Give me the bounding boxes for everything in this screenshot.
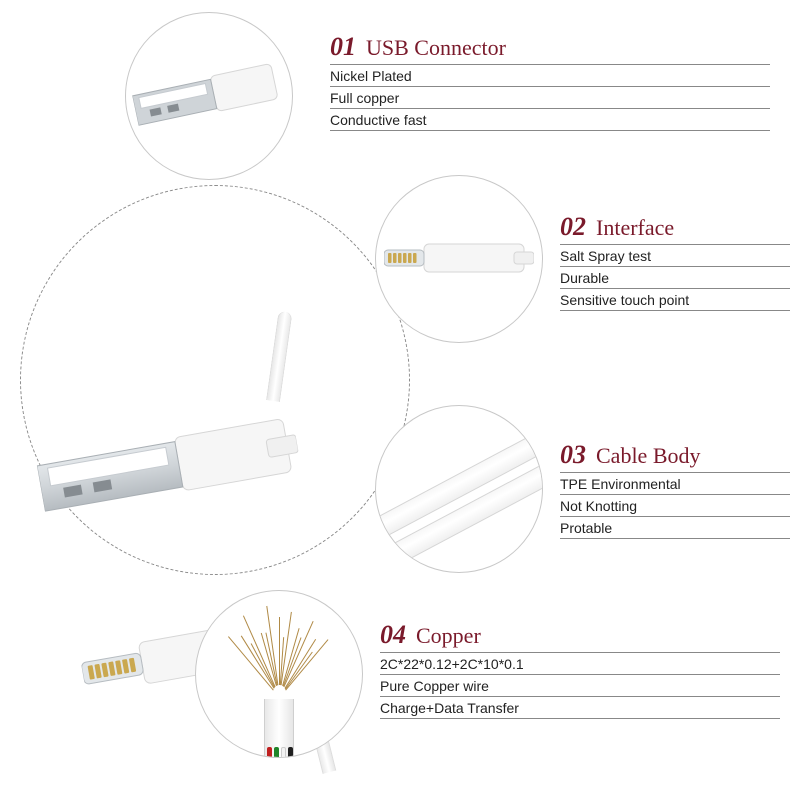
cable-jacket-icon: [264, 699, 294, 758]
feature-number: 03: [560, 440, 586, 469]
feature-block-04: 04 Copper 2C*22*0.12+2C*10*0.1 Pure Copp…: [380, 620, 780, 719]
feature-line: Salt Spray test: [560, 245, 790, 267]
feature-title: Interface: [590, 215, 674, 240]
feature-line: Pure Copper wire: [380, 675, 780, 697]
detail-circle-interface: [375, 175, 543, 343]
feature-line: Nickel Plated: [330, 65, 770, 87]
feature-line: Durable: [560, 267, 790, 289]
lightning-connector-icon: [384, 234, 534, 284]
copper-strand-icon: [285, 639, 328, 690]
inner-wire-icon: [288, 747, 293, 758]
copper-strand-icon: [243, 615, 276, 687]
feature-block-02: 02 Interface Salt Spray test Durable Sen…: [560, 212, 790, 311]
feature-line: 2C*22*0.12+2C*10*0.1: [380, 653, 780, 675]
feature-number: 01: [330, 32, 356, 61]
feature-line: Sensitive touch point: [560, 289, 790, 311]
feature-line: Conductive fast: [330, 109, 770, 131]
main-product-circle: [20, 185, 410, 575]
detail-circle-usb: [125, 12, 293, 180]
feature-title: Cable Body: [590, 443, 701, 468]
feature-title: USB Connector: [360, 35, 506, 60]
detail-circle-copper: [195, 590, 363, 758]
feature-number: 04: [380, 620, 406, 649]
usb-a-connector-icon: [128, 46, 289, 146]
feature-title: Copper: [410, 623, 481, 648]
inner-wire-icon: [267, 747, 272, 758]
usb-a-connector-large: [31, 389, 306, 542]
detail-circle-cable-body: [375, 405, 543, 573]
cable-segment: [266, 311, 292, 402]
feature-line: Protable: [560, 517, 790, 539]
feature-line: Charge+Data Transfer: [380, 697, 780, 719]
feature-block-01: 01 USB Connector Nickel Plated Full copp…: [330, 32, 770, 131]
inner-wire-icon: [281, 747, 286, 758]
inner-wire-icon: [274, 747, 279, 758]
feature-line: Full copper: [330, 87, 770, 109]
feature-number: 02: [560, 212, 586, 241]
feature-block-03: 03 Cable Body TPE Environmental Not Knot…: [560, 440, 790, 539]
feature-line: TPE Environmental: [560, 473, 790, 495]
feature-line: Not Knotting: [560, 495, 790, 517]
